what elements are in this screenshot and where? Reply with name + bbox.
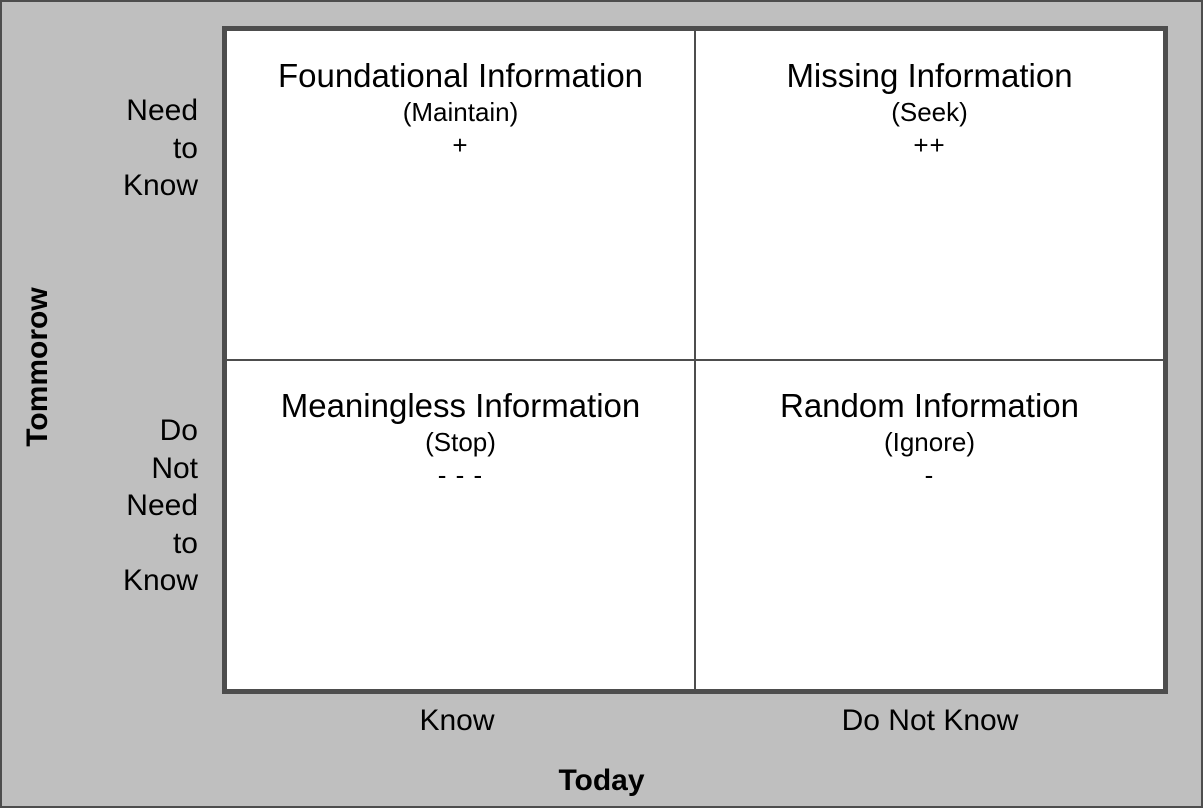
- cell-meaningless-information: Meaningless Information (Stop) - - -: [226, 360, 695, 690]
- matrix-grid: Foundational Information (Maintain) + Mi…: [222, 26, 1168, 694]
- cell-action: (Stop): [425, 426, 496, 460]
- cell-action: (Seek): [891, 96, 968, 130]
- cell-symbol: -: [925, 459, 935, 493]
- row-label-need-to-know: NeedtoKnow: [123, 92, 198, 205]
- cell-title: Foundational Information: [278, 56, 643, 96]
- cell-action: (Maintain): [403, 96, 519, 130]
- matrix-canvas: Tommorow Today NeedtoKnow DoNotNeedtoKno…: [0, 0, 1203, 808]
- cell-title: Missing Information: [786, 56, 1072, 96]
- cell-symbol: ++: [913, 129, 945, 163]
- row-label-do-not-need-to-know: DoNotNeedtoKnow: [123, 412, 198, 600]
- cell-foundational-information: Foundational Information (Maintain) +: [226, 30, 695, 360]
- cell-title: Meaningless Information: [281, 386, 641, 426]
- cell-symbol: +: [452, 129, 468, 163]
- y-axis-label: Tommorow: [21, 287, 55, 446]
- cell-action: (Ignore): [884, 426, 975, 460]
- col-label-do-not-know: Do Not Know: [842, 704, 1019, 738]
- x-axis-label: Today: [2, 764, 1201, 798]
- cell-title: Random Information: [780, 386, 1079, 426]
- cell-random-information: Random Information (Ignore) -: [695, 360, 1164, 690]
- cell-missing-information: Missing Information (Seek) ++: [695, 30, 1164, 360]
- cell-symbol: - - -: [438, 459, 483, 493]
- col-label-know: Know: [419, 704, 494, 738]
